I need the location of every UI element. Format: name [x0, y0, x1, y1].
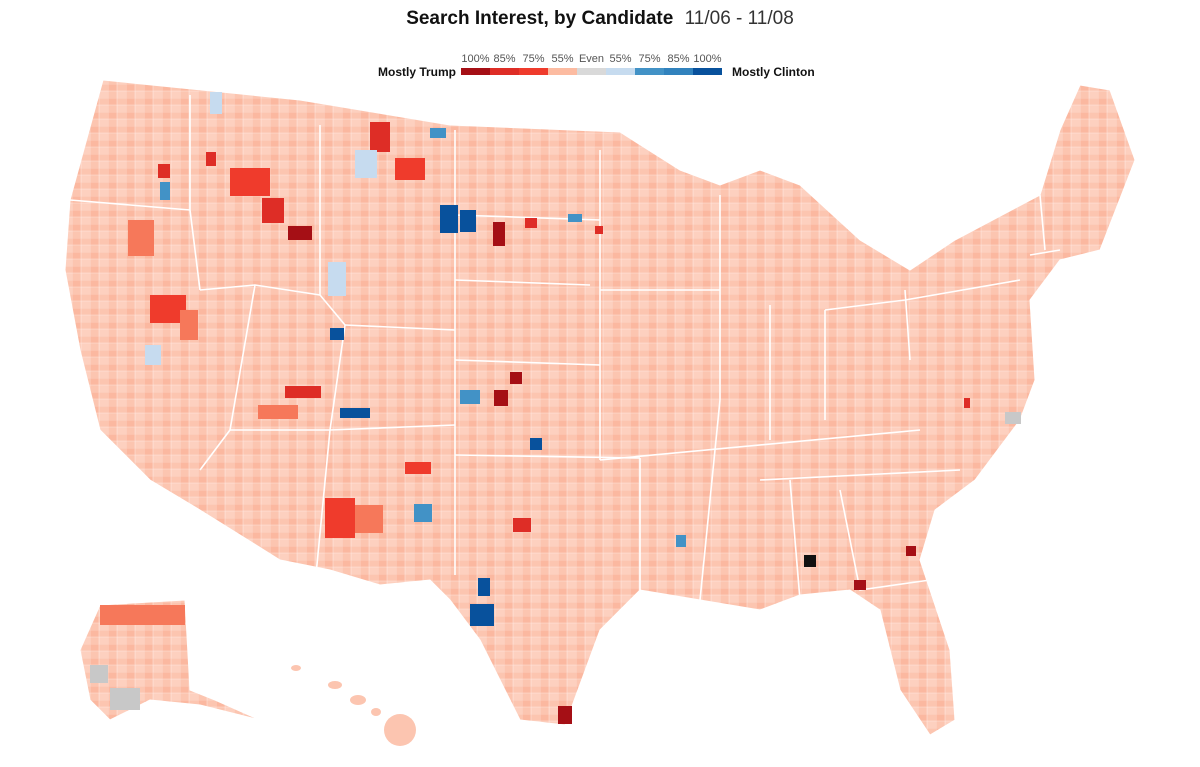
- county-cell: [158, 164, 170, 178]
- county-cell: [493, 222, 505, 246]
- hawaii-landmass: [291, 665, 416, 746]
- county-cell: [330, 328, 344, 340]
- county-cell: [525, 218, 537, 228]
- county-cell: [145, 345, 161, 365]
- legend-bin-label: 55%: [609, 53, 632, 65]
- legend-bin-label: 75%: [638, 53, 661, 65]
- legend-bin-clinton-75: 75%: [635, 53, 664, 83]
- county-cell: [478, 578, 490, 596]
- county-cell: [100, 605, 185, 625]
- county-cell: [854, 580, 866, 590]
- county-cell: [460, 390, 480, 404]
- county-cell: [128, 220, 154, 256]
- county-cell: [513, 518, 531, 532]
- legend-bin-color: [461, 68, 490, 75]
- legend-label-clinton: Mostly Clinton: [732, 65, 815, 79]
- legend-bin-label: 55%: [551, 53, 574, 65]
- county-cell: [206, 152, 216, 166]
- county-cell: [258, 405, 298, 419]
- title-date-range: 11/06 - 11/08: [684, 8, 794, 29]
- legend-bin-even: Even: [577, 53, 606, 83]
- county-cell: [355, 505, 383, 533]
- chart-title: Search Interest, by Candidate 11/06 - 11…: [0, 8, 1200, 30]
- title-main: Search Interest, by Candidate: [406, 8, 674, 29]
- legend-bin-trump-55: 55%: [548, 53, 577, 83]
- legend: Mostly Trump 100% 85% 75% 55% Even 55% 7…: [378, 53, 818, 83]
- legend-bin-clinton-85: 85%: [664, 53, 693, 83]
- county-cell: [964, 398, 970, 408]
- legend-bin-label: 100%: [461, 53, 490, 65]
- legend-bin-clinton-100: 100%: [693, 53, 722, 83]
- county-cell: [676, 535, 686, 547]
- legend-bin-label: 100%: [693, 53, 722, 65]
- county-cell: [285, 386, 321, 398]
- legend-bin-color: [548, 68, 577, 75]
- state-borders: [69, 95, 1061, 601]
- county-cell: [530, 438, 542, 450]
- legend-bin-color: [519, 68, 548, 75]
- county-cell: [110, 688, 140, 710]
- county-cell: [430, 128, 446, 138]
- county-cell: [370, 122, 390, 152]
- county-cell: [470, 604, 494, 626]
- county-cell: [160, 182, 170, 200]
- county-cell: [180, 310, 198, 340]
- county-cell: [595, 226, 603, 234]
- legend-bin-color: [664, 68, 693, 75]
- legend-bin-color: [606, 68, 635, 75]
- county-cell: [906, 546, 916, 556]
- legend-bin-trump-75: 75%: [519, 53, 548, 83]
- county-cell: [355, 150, 377, 178]
- county-cell: [414, 504, 432, 522]
- legend-label-trump: Mostly Trump: [378, 65, 457, 79]
- county-cell: [90, 665, 108, 683]
- county-cell: [230, 168, 270, 196]
- county-cell: [440, 205, 458, 233]
- county-cell: [395, 158, 425, 180]
- county-cell: [340, 408, 370, 418]
- legend-bin-color: [490, 68, 519, 75]
- legend-bin-color: [577, 68, 606, 75]
- legend-bin-label: 85%: [493, 53, 516, 65]
- county-cell: [804, 555, 816, 567]
- county-cell: [568, 214, 582, 222]
- legend-bin-trump-85: 85%: [490, 53, 519, 83]
- county-cell: [262, 198, 284, 223]
- legend-bin-color: [635, 68, 664, 75]
- county-cell: [288, 226, 312, 240]
- county-cell: [494, 390, 508, 406]
- legend-bin-color: [693, 68, 722, 75]
- legend-bin-trump-100: 100%: [461, 53, 490, 83]
- county-cell: [328, 262, 346, 296]
- county-cell: [558, 706, 572, 724]
- legend-bin-clinton-55: 55%: [606, 53, 635, 83]
- legend-bin-label: 75%: [522, 53, 545, 65]
- county-highlights: [90, 92, 1021, 724]
- legend-swatches: 100% 85% 75% 55% Even 55% 75% 85%: [461, 53, 725, 83]
- county-cell: [460, 210, 476, 232]
- legend-bin-label: Even: [578, 53, 605, 65]
- legend-bin-label: 85%: [667, 53, 690, 65]
- county-cell: [325, 498, 355, 538]
- county-cell: [510, 372, 522, 384]
- county-cell: [210, 92, 222, 114]
- county-cell: [405, 462, 431, 474]
- county-cell: [1005, 412, 1021, 424]
